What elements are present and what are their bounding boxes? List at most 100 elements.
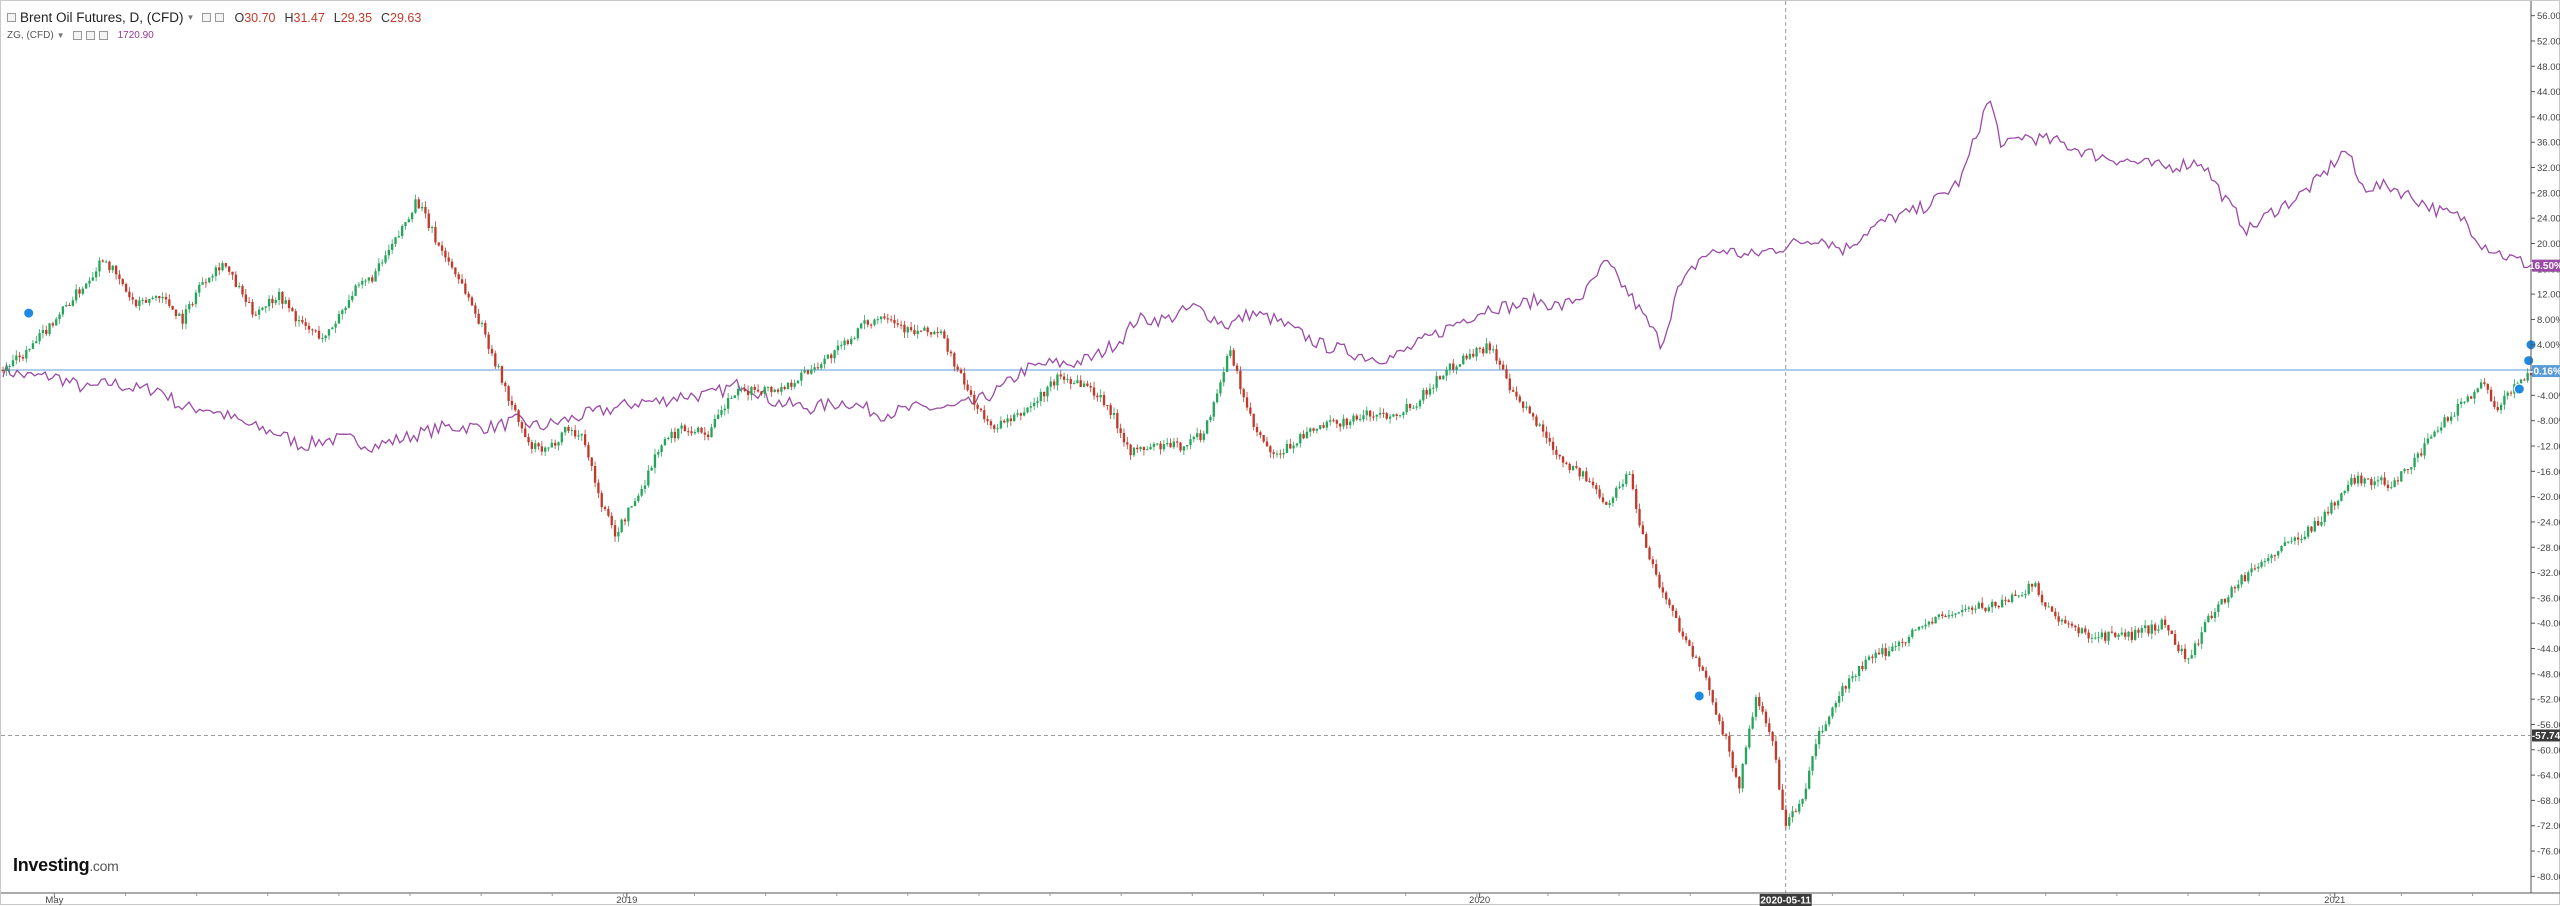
candle xyxy=(787,382,789,389)
candle-body xyxy=(744,389,746,391)
candle-body xyxy=(2480,382,2482,388)
candle-body xyxy=(428,213,430,228)
candle-body xyxy=(295,311,297,321)
candle xyxy=(1732,750,1734,771)
candle xyxy=(1868,655,1870,661)
settings-icon[interactable] xyxy=(202,13,211,22)
candle xyxy=(324,335,326,342)
candle-body xyxy=(1811,756,1813,771)
candle xyxy=(1086,381,1088,388)
candle-body xyxy=(1139,447,1141,449)
candle xyxy=(481,321,483,328)
candle xyxy=(2453,412,2455,416)
candle-body xyxy=(171,306,173,310)
candle-body xyxy=(421,207,423,209)
candle-body xyxy=(1229,350,1231,356)
candle-body xyxy=(1695,657,1697,658)
candle-body xyxy=(1575,466,1577,468)
candle-body xyxy=(1964,609,1966,610)
candle xyxy=(724,404,726,415)
candle-body xyxy=(780,387,782,392)
event-marker-icon[interactable] xyxy=(24,308,34,318)
candle xyxy=(1951,611,1953,618)
candle-body xyxy=(85,284,87,289)
candle-body xyxy=(2014,594,2016,595)
candle-body xyxy=(118,274,120,279)
candle-body xyxy=(444,251,446,258)
candle xyxy=(2167,625,2169,636)
remove-series-icon[interactable] xyxy=(99,31,108,40)
compare-symbol[interactable]: ZG, (CFD) xyxy=(7,30,54,41)
candle-body xyxy=(2,370,4,371)
investing-logo[interactable]: Investing.com xyxy=(13,855,118,876)
candle xyxy=(1100,389,1102,402)
candle xyxy=(1040,389,1042,407)
candle xyxy=(1166,438,1168,447)
candle-body xyxy=(1209,417,1211,421)
candle-body xyxy=(1066,379,1068,380)
candle-body xyxy=(1632,474,1634,489)
candle-body xyxy=(564,427,566,433)
candle xyxy=(82,286,84,295)
candle xyxy=(2114,632,2116,638)
candle-body xyxy=(1579,468,1581,477)
candle xyxy=(2327,507,2329,516)
marker-dot xyxy=(2514,384,2524,394)
candle xyxy=(2097,632,2099,643)
candle-body xyxy=(996,428,998,429)
collapse-legend-icon[interactable] xyxy=(7,13,16,22)
candle-body xyxy=(2420,453,2422,455)
candle-body xyxy=(1685,636,1687,640)
hide-series-icon[interactable] xyxy=(86,31,95,40)
candle xyxy=(348,295,350,309)
candle xyxy=(554,440,556,449)
candle xyxy=(1352,413,1354,424)
candle xyxy=(2320,516,2322,527)
event-marker-icon[interactable] xyxy=(2524,356,2534,366)
candle-body xyxy=(547,448,549,449)
candle-body xyxy=(2433,432,2435,437)
candle xyxy=(1445,366,1447,381)
candle-body xyxy=(1286,444,1288,453)
candle-body xyxy=(2234,587,2236,588)
candle xyxy=(1718,713,1720,725)
candle xyxy=(228,266,230,275)
chevron-down-icon[interactable]: ▼ xyxy=(187,13,195,22)
candle-body xyxy=(1545,432,1547,438)
candle-body xyxy=(384,255,386,262)
event-marker-icon[interactable] xyxy=(2514,384,2524,394)
candle-body xyxy=(394,237,396,244)
candle xyxy=(2214,608,2216,622)
candle xyxy=(1944,614,1946,617)
chevron-down-icon[interactable]: ▼ xyxy=(57,31,65,40)
candle xyxy=(571,427,573,435)
instrument-title[interactable]: Brent Oil Futures, D, (CFD) xyxy=(20,10,184,25)
candle-body xyxy=(231,272,233,275)
candle-body xyxy=(1655,564,1657,575)
candle-body xyxy=(2423,443,2425,455)
candle xyxy=(813,363,815,373)
candle-body xyxy=(1552,442,1554,450)
settings-icon[interactable] xyxy=(73,31,82,40)
candle-body xyxy=(2260,562,2262,567)
candle xyxy=(2184,644,2186,662)
candle-body xyxy=(2367,478,2369,479)
candle-body xyxy=(2350,478,2352,485)
event-marker-icon[interactable] xyxy=(1694,691,1704,701)
candle xyxy=(1000,416,1002,429)
hide-series-icon[interactable] xyxy=(215,13,224,22)
candle-body xyxy=(261,308,263,310)
candle-body xyxy=(1366,411,1368,416)
candle xyxy=(2467,394,2469,403)
candle xyxy=(830,353,832,363)
candle xyxy=(278,288,280,305)
candle-body xyxy=(381,262,383,263)
candle-body xyxy=(441,245,443,250)
candle-body xyxy=(2087,632,2089,638)
candle xyxy=(2207,614,2209,623)
candle xyxy=(2357,472,2359,487)
candle xyxy=(1588,478,1590,483)
candle xyxy=(1163,440,1165,452)
